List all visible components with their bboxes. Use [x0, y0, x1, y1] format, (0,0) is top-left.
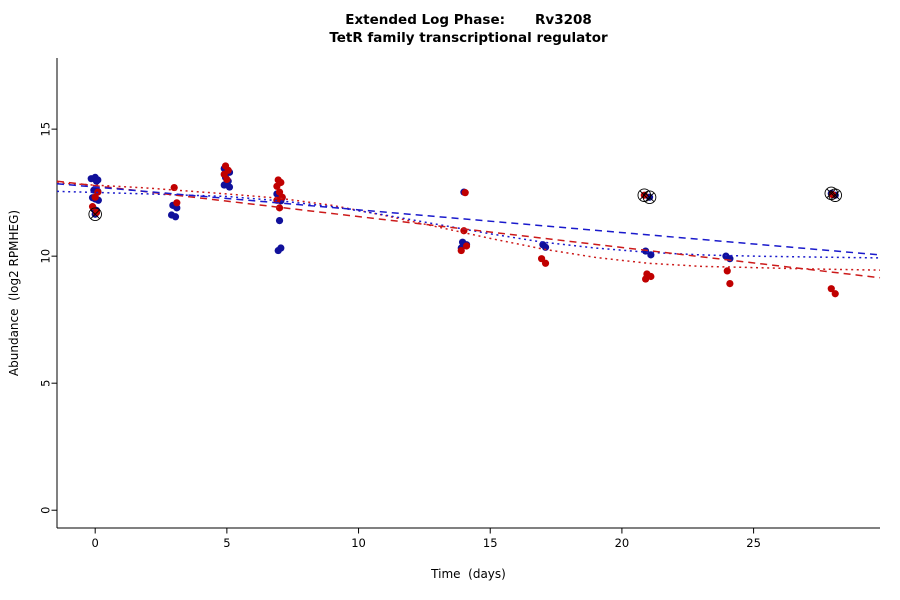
data-point	[225, 183, 234, 191]
circle-cross-marker	[644, 192, 655, 202]
data-point	[275, 216, 284, 225]
data-point	[173, 199, 181, 207]
circle-cross-marker	[88, 207, 102, 221]
data-point	[462, 242, 471, 250]
data-point	[223, 175, 231, 184]
circle-cross-marker	[90, 209, 100, 220]
circle-cross-marker	[639, 190, 650, 200]
trend-line-red-linear	[56, 180, 881, 279]
chart-subtitle: TetR family transcriptional regulator	[329, 30, 608, 46]
data-point	[541, 243, 550, 251]
chart-title: Extended Log Phase: Rv3208	[57, 12, 880, 28]
trend-line-blue-linear	[56, 183, 881, 256]
trend-line-red-loess	[56, 182, 881, 271]
data-points	[87, 162, 839, 298]
data-point	[273, 182, 281, 190]
data-point	[274, 246, 282, 255]
circle-cross-marker	[826, 188, 837, 199]
data-point	[171, 213, 180, 221]
circle-cross-marker	[828, 188, 842, 202]
data-point	[642, 275, 650, 283]
data-point	[170, 183, 178, 192]
data-point	[275, 204, 284, 212]
x-tick-label: 20	[615, 536, 630, 550]
circle-cross-marker	[637, 188, 652, 202]
data-point	[541, 259, 550, 267]
data-point	[723, 267, 731, 275]
y-tick-label: 15	[39, 122, 53, 137]
axes	[51, 58, 880, 534]
data-point	[457, 246, 465, 255]
circle-cross-marker	[642, 190, 657, 204]
data-point	[88, 203, 97, 211]
data-point	[461, 189, 469, 197]
x-tick-label: 0	[92, 536, 99, 550]
data-point	[92, 177, 101, 185]
flagged-points	[88, 186, 842, 221]
trend-lines	[56, 180, 881, 279]
y-tick-label: 5	[39, 380, 53, 387]
x-tick-label: 10	[351, 536, 366, 550]
chart-title-gene: Rv3208	[535, 12, 592, 28]
data-point	[91, 193, 99, 201]
tick-labels: 0 5 10 15 20 25 0 5 10 15	[38, 122, 760, 550]
chart-title-left: Extended Log Phase:	[345, 12, 505, 28]
x-axis-label: Time (days)	[431, 567, 506, 581]
data-point	[726, 280, 734, 288]
data-point	[831, 290, 839, 298]
data-point	[827, 285, 835, 293]
y-tick-label: 0	[38, 507, 52, 514]
x-tick-label: 5	[223, 536, 230, 550]
data-point	[173, 204, 181, 212]
x-tick-label: 25	[746, 536, 761, 550]
series-red-group	[88, 162, 839, 298]
x-tick-label: 15	[483, 536, 498, 550]
y-tick-label: 10	[39, 249, 53, 264]
y-axis-label: Abundance (log2 RPMHEG)	[7, 209, 21, 377]
circle-cross-marker	[830, 190, 841, 200]
